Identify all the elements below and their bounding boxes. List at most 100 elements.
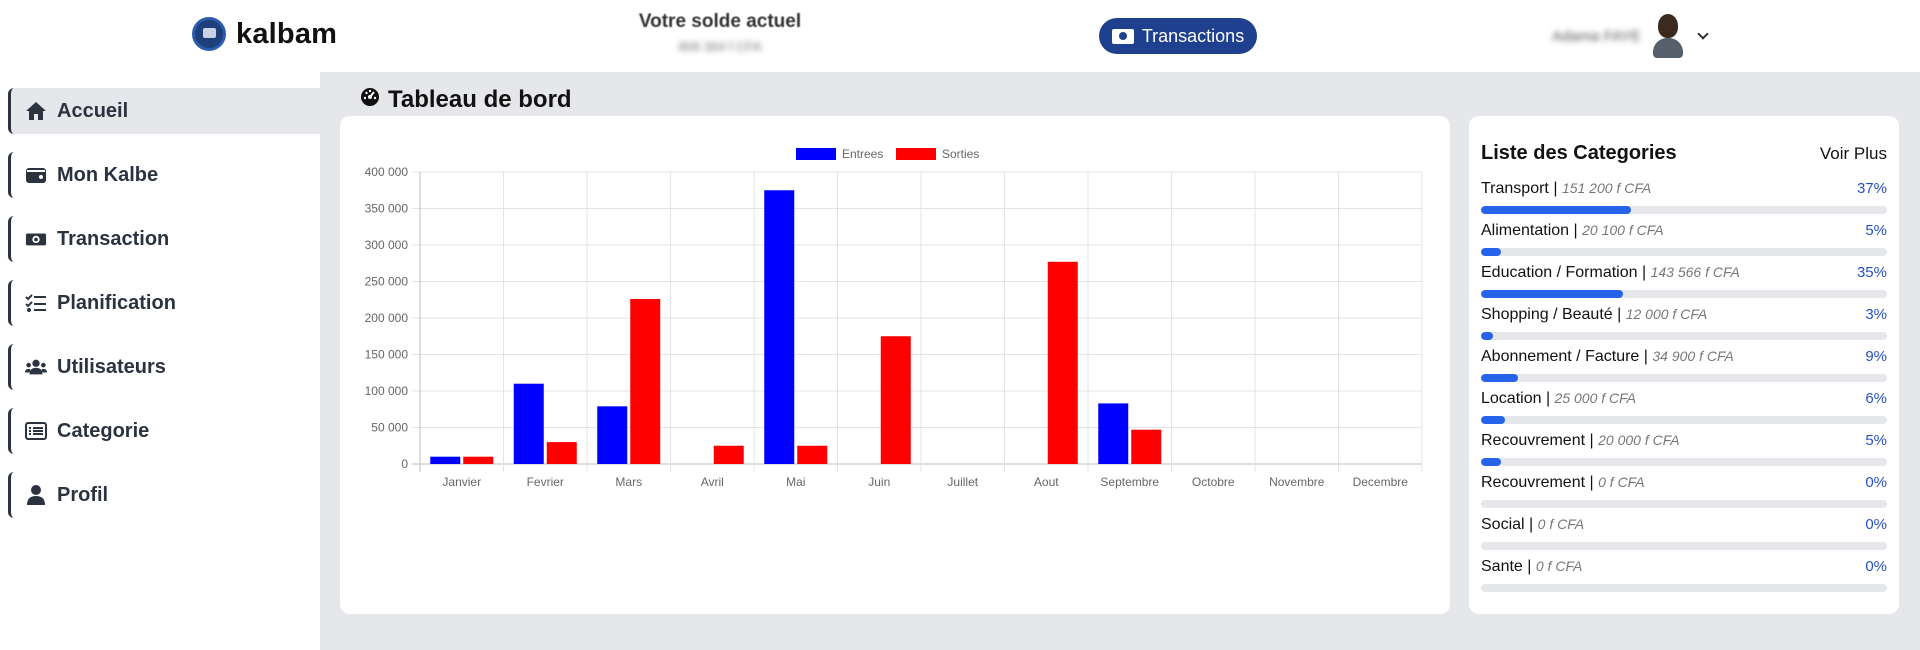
category-amount: 143 566 f CFA [1650,264,1740,280]
category-label: Location | 25 000 f CFA [1481,390,1636,408]
page-title-text: Tableau de bord [388,86,572,113]
category-line: Education / Formation | 143 566 f CFA 35% [1481,264,1887,282]
category-row: Recouvrement | 0 f CFA 0% [1481,474,1887,508]
sidebar-item-label: Profil [57,483,109,506]
y-tick-label: 0 [401,457,408,471]
tasks-icon [25,293,47,313]
sidebar-item-planification[interactable]: Planification [8,280,320,326]
category-label: Transport | 151 200 f CFA [1481,180,1651,198]
category-name: Transport | [1481,180,1558,197]
y-tick-label: 150 000 [365,348,409,362]
chevron-down-icon[interactable] [1697,28,1709,40]
category-label: Education / Formation | 143 566 f CFA [1481,264,1740,282]
category-percent: 0% [1865,516,1887,533]
dashboard-icon [360,86,380,114]
categories-card: Liste des Categories Voir Plus Transport… [1469,116,1899,614]
category-line: Social | 0 f CFA 0% [1481,516,1887,534]
x-tick-label: Mai [786,475,805,489]
category-line: Recouvrement | 20 000 f CFA 5% [1481,432,1887,450]
bar-entrees [597,406,628,464]
sidebar-item-mon-kalbe[interactable]: Mon Kalbe [8,152,320,198]
progress-track [1481,332,1887,340]
category-name: Sante | [1481,558,1532,575]
sidebar-item-label: Planification [57,291,176,314]
sidebar-item-accueil[interactable]: Accueil [8,88,320,134]
x-tick-label: Septembre [1100,475,1159,489]
category-row: Location | 25 000 f CFA 6% [1481,390,1887,424]
brand-name: kalbam [236,17,338,50]
bar-entrees [513,383,544,464]
category-percent: 0% [1865,474,1887,491]
chart-card: 0 50 000 100 000 150 000 200 000 250 000 300 0… [340,116,1450,614]
category-line: Location | 25 000 f CFA 6% [1481,390,1887,408]
progress-fill [1481,206,1632,214]
category-row: Recouvrement | 20 000 f CFA 5% [1481,432,1887,466]
category-percent: 37% [1856,180,1887,197]
x-tick-label: Janvier [442,475,481,489]
category-name: Recouvrement | [1481,474,1594,491]
category-line: Abonnement / Facture | 34 900 f CFA 9% [1481,348,1887,366]
category-name: Recouvrement | [1481,432,1594,449]
category-amount: 34 900 f CFA [1652,348,1734,364]
user-menu[interactable]: Adama FAYE [1552,14,1709,58]
category-amount: 12 000 f CFA [1625,306,1708,322]
category-name: Shopping / Beauté | [1481,306,1622,323]
category-label: Sante | 0 f CFA [1481,558,1582,576]
progress-fill [1481,458,1502,466]
bar-sorties [546,442,577,464]
brand-badge-icon [192,17,226,51]
list-icon [25,421,47,441]
progress-track [1481,374,1887,382]
progress-track [1481,206,1887,214]
x-tick-label: Juin [868,475,890,489]
balance-summary: Votre solde actuel 808 364 f CFA [636,11,804,54]
main-content: Tableau de bord 0 50 000 100 000 150 000 200… [320,72,1920,650]
bar-sorties [463,456,494,464]
category-row: Shopping / Beauté | 12 000 f CFA 3% [1481,306,1887,340]
category-label: Abonnement / Facture | 34 900 f CFA [1481,348,1734,366]
progress-fill [1481,290,1624,298]
bar-entrees [1098,403,1129,464]
category-amount: 20 000 f CFA [1598,432,1680,448]
progress-fill [1481,248,1502,256]
progress-fill [1481,416,1506,424]
categories-header: Liste des Categories Voir Plus [1481,142,1887,165]
page-title: Tableau de bord [360,86,572,114]
progress-track [1481,584,1887,592]
y-tick-label: 300 000 [365,238,409,252]
bar-entrees [764,190,795,464]
bar-sorties [630,299,661,464]
sidebar-item-transaction[interactable]: Transaction [8,216,320,262]
category-percent: 9% [1865,348,1887,365]
sidebar-item-profil[interactable]: Profil [8,472,320,518]
bar-sorties [1131,429,1162,464]
x-tick-label: Juillet [947,475,978,489]
x-tick-label: Novembre [1269,475,1325,489]
y-tick-label: 50 000 [371,421,408,435]
category-label: Recouvrement | 0 f CFA [1481,474,1645,492]
category-row: Education / Formation | 143 566 f CFA 35% [1481,264,1887,298]
category-line: Shopping / Beauté | 12 000 f CFA 3% [1481,306,1887,324]
brand-logo[interactable]: kalbam [192,17,337,51]
sidebar-item-label: Utilisateurs [57,355,166,378]
progress-track [1481,290,1887,298]
x-tick-label: Avril [701,475,724,489]
bar-sorties [880,336,911,464]
category-percent: 35% [1856,264,1887,281]
progress-track [1481,458,1887,466]
category-row: Transport | 151 200 f CFA 37% [1481,180,1887,214]
see-more-link[interactable]: Voir Plus [1819,143,1887,163]
category-name: Location | [1481,390,1551,407]
y-tick-label: 200 000 [365,311,409,325]
x-tick-label: Fevrier [527,475,564,489]
category-percent: 0% [1865,558,1887,575]
sidebar-item-categorie[interactable]: Categorie [8,408,320,454]
category-name: Education / Formation | [1481,264,1647,281]
category-amount: 20 100 f CFA [1582,222,1664,238]
top-header: kalbam Votre solde actuel 808 364 f CFA … [0,0,1920,72]
sidebar-item-utilisateurs[interactable]: Utilisateurs [8,344,320,390]
transactions-button[interactable]: Transactions [1099,18,1257,54]
money-bill-icon [1111,28,1134,44]
category-amount: 151 200 f CFA [1561,180,1652,196]
y-tick-label: 350 000 [365,202,409,216]
